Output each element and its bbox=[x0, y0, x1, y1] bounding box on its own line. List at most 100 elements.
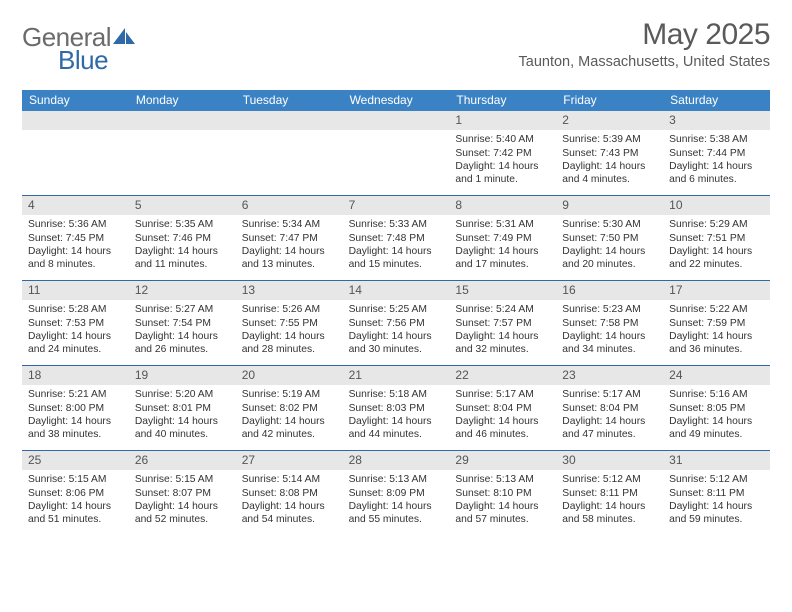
sunrise-line: Sunrise: 5:17 AM bbox=[562, 388, 657, 401]
sunrise-line: Sunrise: 5:14 AM bbox=[242, 473, 337, 486]
sunset-line: Sunset: 8:01 PM bbox=[135, 402, 230, 415]
day-number: 8 bbox=[449, 196, 556, 215]
title-block: May 2025 Taunton, Massachusetts, United … bbox=[519, 18, 770, 70]
sunrise-line: Sunrise: 5:20 AM bbox=[135, 388, 230, 401]
sunrise-line: Sunrise: 5:35 AM bbox=[135, 218, 230, 231]
daylight-line: Daylight: 14 hours and 30 minutes. bbox=[349, 330, 444, 356]
calendar-cell: 15Sunrise: 5:24 AMSunset: 7:57 PMDayligh… bbox=[449, 281, 556, 365]
sunrise-line: Sunrise: 5:12 AM bbox=[669, 473, 764, 486]
sunrise-line: Sunrise: 5:27 AM bbox=[135, 303, 230, 316]
day-header: Monday bbox=[129, 90, 236, 111]
sunset-line: Sunset: 8:03 PM bbox=[349, 402, 444, 415]
sunrise-line: Sunrise: 5:17 AM bbox=[455, 388, 550, 401]
day-number: 21 bbox=[343, 366, 450, 385]
calendar-cell-empty: . bbox=[343, 111, 450, 195]
calendar-cell: 7Sunrise: 5:33 AMSunset: 7:48 PMDaylight… bbox=[343, 196, 450, 280]
sunrise-line: Sunrise: 5:16 AM bbox=[669, 388, 764, 401]
calendar-cell: 25Sunrise: 5:15 AMSunset: 8:06 PMDayligh… bbox=[22, 451, 129, 535]
day-number: 5 bbox=[129, 196, 236, 215]
sunrise-line: Sunrise: 5:13 AM bbox=[349, 473, 444, 486]
daylight-line: Daylight: 14 hours and 6 minutes. bbox=[669, 160, 764, 186]
daylight-line: Daylight: 14 hours and 40 minutes. bbox=[135, 415, 230, 441]
day-number: . bbox=[22, 111, 129, 130]
sunset-line: Sunset: 8:07 PM bbox=[135, 487, 230, 500]
day-header: Friday bbox=[556, 90, 663, 111]
day-number: 22 bbox=[449, 366, 556, 385]
sunrise-line: Sunrise: 5:19 AM bbox=[242, 388, 337, 401]
calendar-cell: 10 Sunrise: 5:29 AMSunset: 7:51 PMDayligh… bbox=[663, 196, 770, 280]
day-number: 10 bbox=[663, 196, 770, 215]
sunset-line: Sunset: 7:44 PM bbox=[669, 147, 764, 160]
calendar-cell: 16Sunrise: 5:23 AMSunset: 7:58 PMDayligh… bbox=[556, 281, 663, 365]
daylight-line: Daylight: 14 hours and 36 minutes. bbox=[669, 330, 764, 356]
logo: GeneralBlue bbox=[22, 18, 135, 84]
logo-text: GeneralBlue bbox=[22, 18, 135, 84]
day-number: 26 bbox=[129, 451, 236, 470]
day-header-row: SundayMondayTuesdayWednesdayThursdayFrid… bbox=[22, 90, 770, 111]
calendar-cell: 9 Sunrise: 5:30 AMSunset: 7:50 PMDaylight… bbox=[556, 196, 663, 280]
calendar-cell: 31 Sunrise: 5:12 AMSunset: 8:11 PMDayligh… bbox=[663, 451, 770, 535]
daylight-line: Daylight: 14 hours and 1 minute. bbox=[455, 160, 550, 186]
calendar-cell-empty: . bbox=[236, 111, 343, 195]
daylight-line: Daylight: 14 hours and 20 minutes. bbox=[562, 245, 657, 271]
day-number: 14 bbox=[343, 281, 450, 300]
calendar-cell: 20Sunrise: 5:19 AMSunset: 8:02 PMDayligh… bbox=[236, 366, 343, 450]
sunset-line: Sunset: 8:04 PM bbox=[562, 402, 657, 415]
sunrise-line: Sunrise: 5:18 AM bbox=[349, 388, 444, 401]
daylight-line: Daylight: 14 hours and 22 minutes. bbox=[669, 245, 764, 271]
calendar-cell: 28Sunrise: 5:13 AMSunset: 8:09 PMDayligh… bbox=[343, 451, 450, 535]
sunrise-line: Sunrise: 5:15 AM bbox=[135, 473, 230, 486]
sunset-line: Sunset: 7:51 PM bbox=[669, 232, 764, 245]
day-header: Tuesday bbox=[236, 90, 343, 111]
day-number: 16 bbox=[556, 281, 663, 300]
daylight-line: Daylight: 14 hours and 26 minutes. bbox=[135, 330, 230, 356]
daylight-line: Daylight: 14 hours and 11 minutes. bbox=[135, 245, 230, 271]
page-title: May 2025 bbox=[519, 18, 770, 52]
day-number: . bbox=[236, 111, 343, 130]
sunset-line: Sunset: 8:11 PM bbox=[669, 487, 764, 500]
calendar-cell: 12Sunrise: 5:27 AMSunset: 7:54 PMDayligh… bbox=[129, 281, 236, 365]
day-number: 17 bbox=[663, 281, 770, 300]
calendar-cell: 2Sunrise: 5:39 AMSunset: 7:43 PMDaylight… bbox=[556, 111, 663, 195]
calendar-cell: 24Sunrise: 5:16 AMSunset: 8:05 PMDayligh… bbox=[663, 366, 770, 450]
daylight-line: Daylight: 14 hours and 59 minutes. bbox=[669, 500, 764, 526]
week-row: 4Sunrise: 5:36 AMSunset: 7:45 PMDaylight… bbox=[22, 195, 770, 280]
day-number: 9 bbox=[556, 196, 663, 215]
calendar-cell: 11Sunrise: 5:28 AMSunset: 7:53 PMDayligh… bbox=[22, 281, 129, 365]
daylight-line: Daylight: 14 hours and 15 minutes. bbox=[349, 245, 444, 271]
sunrise-line: Sunrise: 5:31 AM bbox=[455, 218, 550, 231]
day-number: 7 bbox=[343, 196, 450, 215]
daylight-line: Daylight: 14 hours and 38 minutes. bbox=[28, 415, 123, 441]
calendar-cell: 3 Sunrise: 5:38 AMSunset: 7:44 PMDaylight… bbox=[663, 111, 770, 195]
daylight-line: Daylight: 14 hours and 34 minutes. bbox=[562, 330, 657, 356]
sunset-line: Sunset: 8:08 PM bbox=[242, 487, 337, 500]
day-number: 15 bbox=[449, 281, 556, 300]
daylight-line: Daylight: 14 hours and 47 minutes. bbox=[562, 415, 657, 441]
calendar-cell: 19Sunrise: 5:20 AMSunset: 8:01 PMDayligh… bbox=[129, 366, 236, 450]
sunrise-line: Sunrise: 5:38 AM bbox=[669, 133, 764, 146]
sunrise-line: Sunrise: 5:29 AM bbox=[669, 218, 764, 231]
calendar-cell: 27Sunrise: 5:14 AMSunset: 8:08 PMDayligh… bbox=[236, 451, 343, 535]
day-number: 3 bbox=[663, 111, 770, 130]
calendar-cell: 6Sunrise: 5:34 AMSunset: 7:47 PMDaylight… bbox=[236, 196, 343, 280]
sunset-line: Sunset: 7:50 PM bbox=[562, 232, 657, 245]
sunrise-line: Sunrise: 5:23 AM bbox=[562, 303, 657, 316]
sunset-line: Sunset: 7:43 PM bbox=[562, 147, 657, 160]
sunset-line: Sunset: 7:46 PM bbox=[135, 232, 230, 245]
day-number: 31 bbox=[663, 451, 770, 470]
sunrise-line: Sunrise: 5:30 AM bbox=[562, 218, 657, 231]
sunset-line: Sunset: 8:00 PM bbox=[28, 402, 123, 415]
sunset-line: Sunset: 7:42 PM bbox=[455, 147, 550, 160]
daylight-line: Daylight: 14 hours and 42 minutes. bbox=[242, 415, 337, 441]
sunset-line: Sunset: 7:53 PM bbox=[28, 317, 123, 330]
sunset-line: Sunset: 8:11 PM bbox=[562, 487, 657, 500]
day-number: 1 bbox=[449, 111, 556, 130]
week-row: 18Sunrise: 5:21 AMSunset: 8:00 PMDayligh… bbox=[22, 365, 770, 450]
weeks-container: ....1Sunrise: 5:40 AMSunset: 7:42 PMDayl… bbox=[22, 111, 770, 535]
calendar-cell-empty: . bbox=[22, 111, 129, 195]
day-number: 4 bbox=[22, 196, 129, 215]
header: GeneralBlue May 2025 Taunton, Massachuse… bbox=[22, 18, 770, 84]
daylight-line: Daylight: 14 hours and 8 minutes. bbox=[28, 245, 123, 271]
daylight-line: Daylight: 14 hours and 24 minutes. bbox=[28, 330, 123, 356]
daylight-line: Daylight: 14 hours and 17 minutes. bbox=[455, 245, 550, 271]
